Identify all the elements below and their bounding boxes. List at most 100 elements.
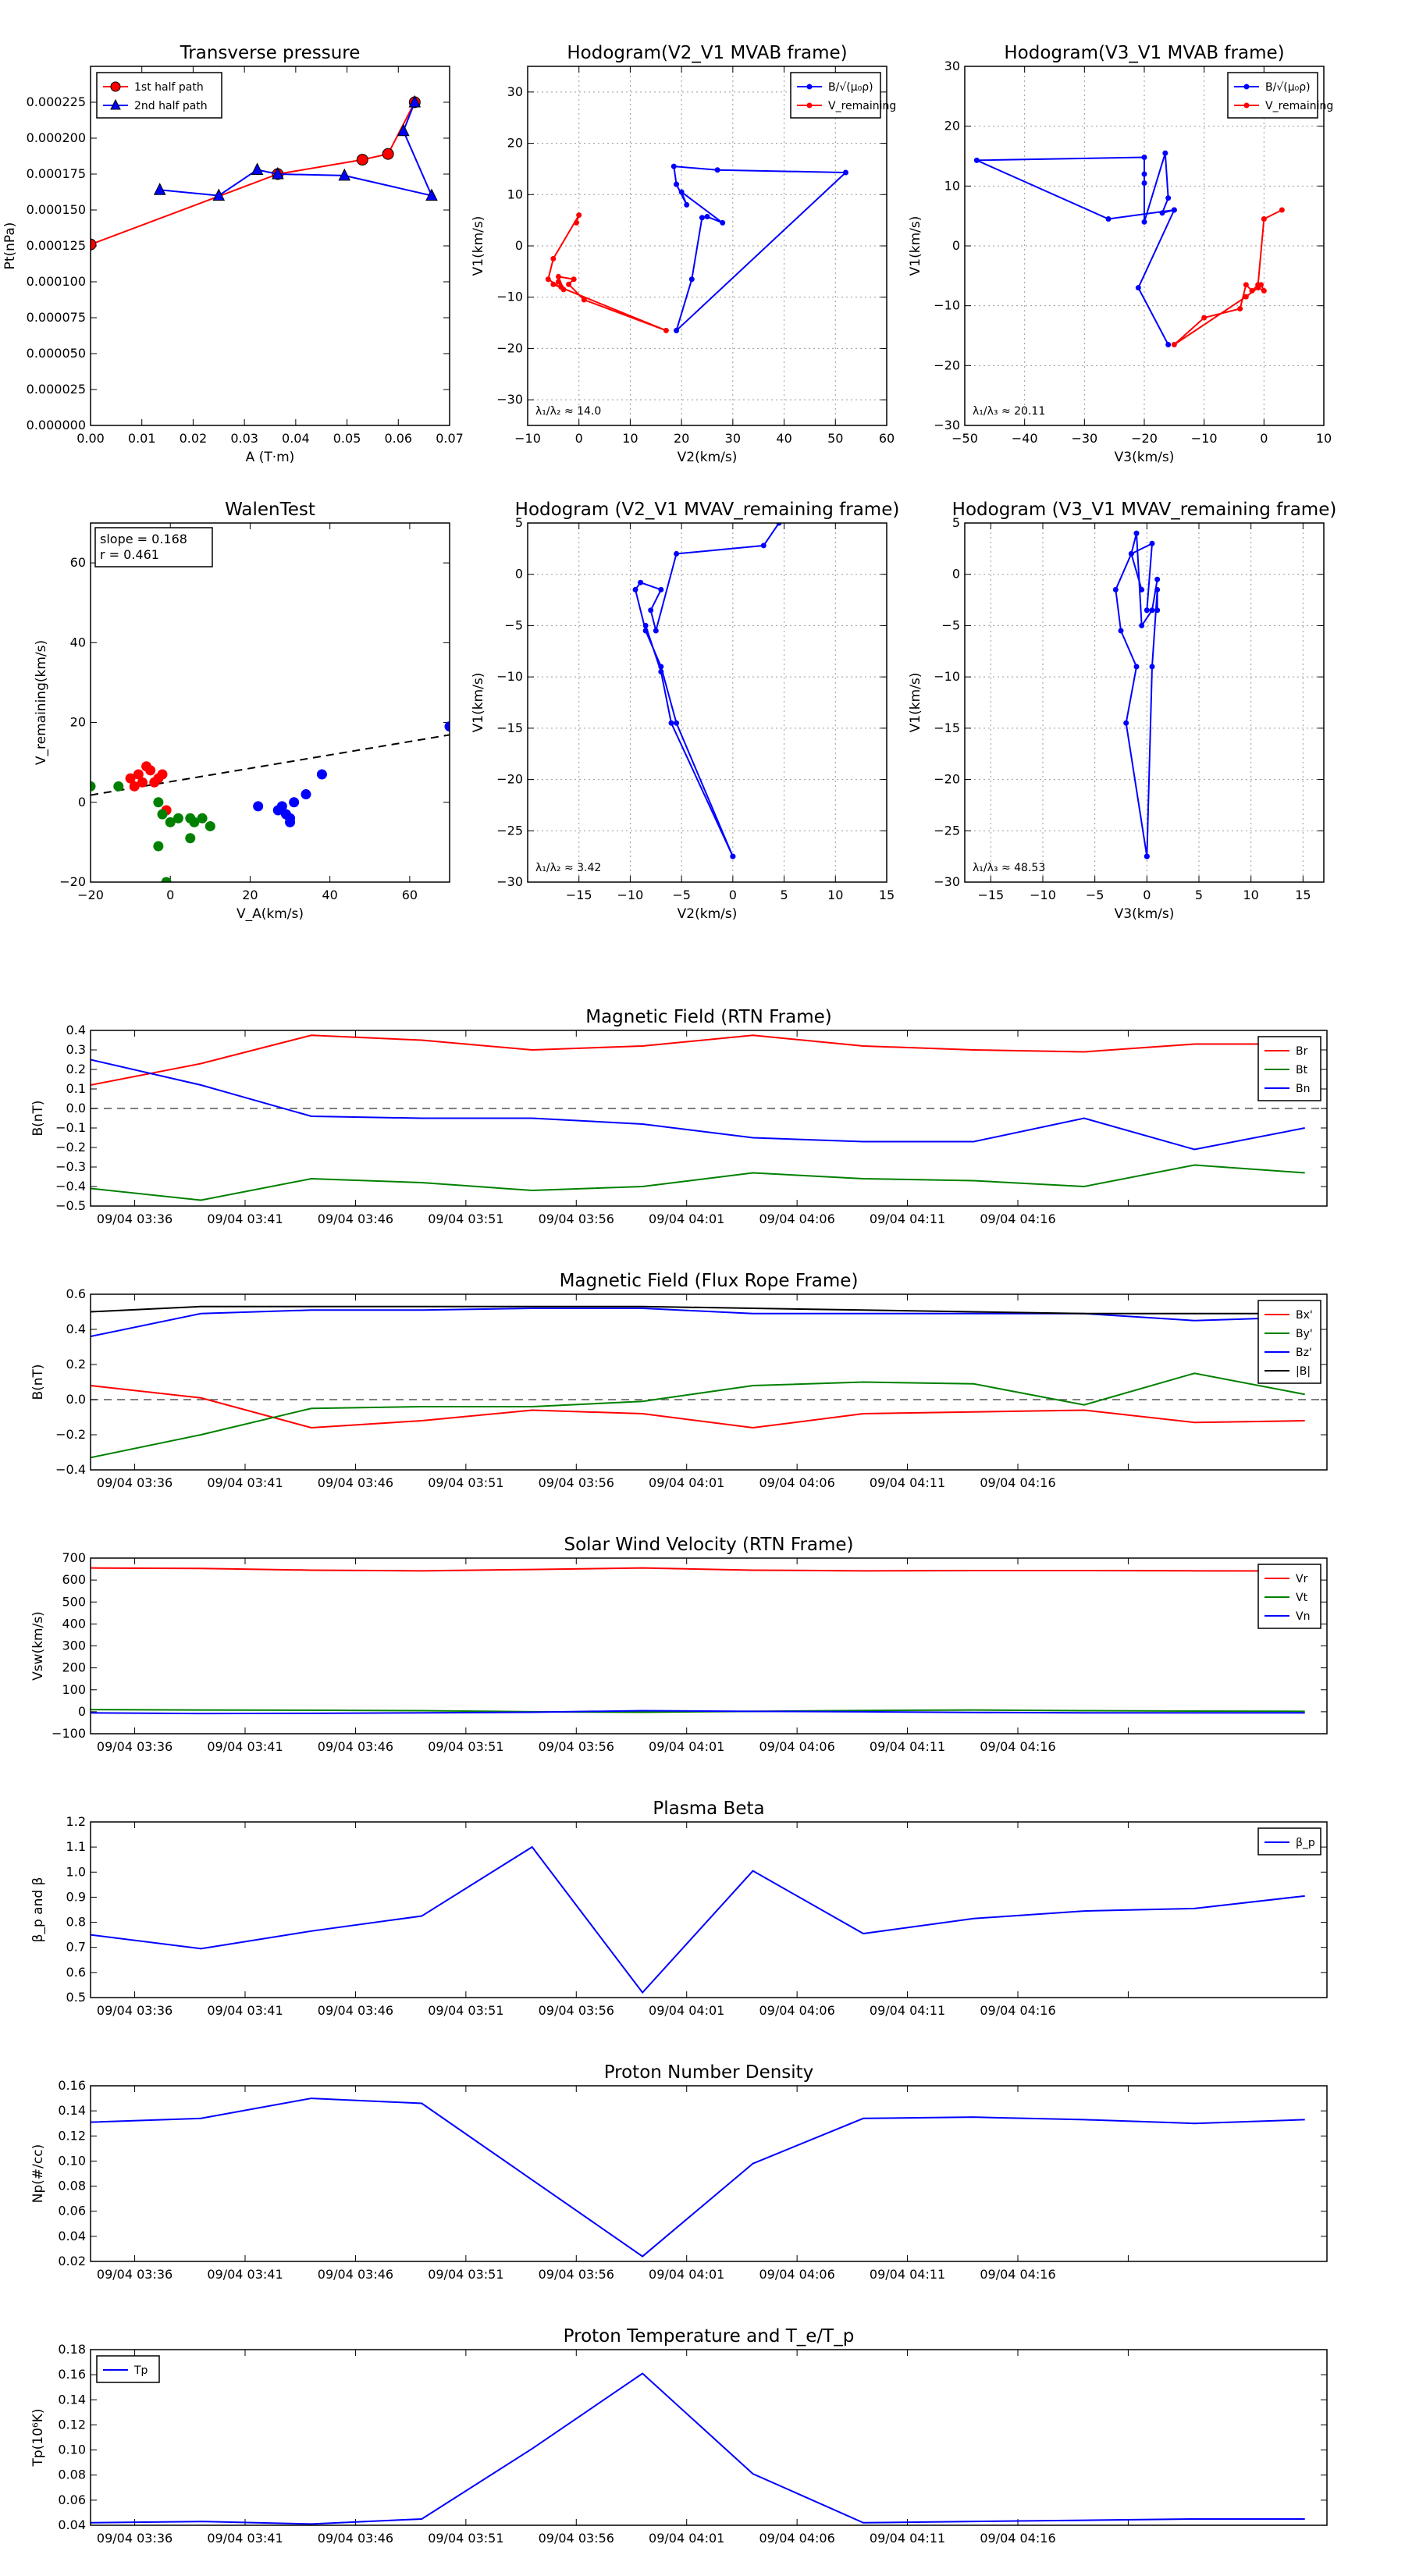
- x-tick-label: 09/04 03:36: [97, 1739, 173, 1754]
- data-point: [91, 238, 97, 251]
- legend-marker: [806, 84, 813, 90]
- data-point: [1249, 288, 1255, 294]
- data-point: [251, 162, 264, 175]
- data-point: [642, 622, 649, 628]
- data-point: [663, 327, 669, 333]
- data-point: [1144, 853, 1150, 859]
- y-tick-label: 0.2: [66, 1357, 86, 1372]
- y-tick-label: 60: [70, 555, 86, 570]
- x-tick-label: −5: [1086, 888, 1104, 902]
- data-point: [1135, 285, 1141, 291]
- legend: β_p: [1257, 1827, 1321, 1856]
- x-tick-label: 10: [1316, 431, 1332, 446]
- y-tick-label: 30: [507, 84, 523, 99]
- x-tick-label: 09/04 04:11: [870, 1739, 945, 1754]
- y-tick-label: 0.000025: [27, 382, 86, 397]
- x-tick-label: 0.00: [76, 431, 105, 446]
- x-tick-label: 09/04 04:11: [870, 1212, 945, 1226]
- legend-label: V_remaining: [828, 100, 896, 112]
- x-tick-label: 09/04 04:16: [980, 1475, 1055, 1490]
- legend-marker: [110, 98, 121, 110]
- data-point: [581, 297, 587, 303]
- y-tick-label: −15: [496, 720, 523, 735]
- data-point: [1154, 607, 1161, 614]
- legend-box: [96, 72, 222, 119]
- y-tick-label: 0.10: [58, 2153, 86, 2168]
- legend-marker: [806, 102, 813, 109]
- y-tick-label: 10: [507, 187, 523, 201]
- scatter-point: [205, 820, 215, 831]
- data-point: [1237, 306, 1243, 311]
- data-point: [382, 148, 394, 160]
- eigen-ratio-label: λ₁/λ₃ ≈ 20.11: [973, 405, 1045, 418]
- scatter-point: [276, 801, 287, 812]
- data-point: [1258, 282, 1264, 288]
- data-point: [1144, 607, 1150, 614]
- plot-area: [545, 163, 848, 333]
- y-tick-label: 700: [62, 1550, 86, 1565]
- axes-frame: [90, 1030, 1328, 1207]
- series-line: [91, 1710, 1305, 1715]
- chart-title: WalenTest: [225, 500, 315, 520]
- x-tick-label: 09/04 03:51: [428, 1212, 503, 1226]
- x-tick-label: −10: [617, 888, 644, 902]
- axes-frame: [90, 1293, 1328, 1471]
- plot-area: [91, 721, 450, 882]
- x-tick-label: 5: [1195, 888, 1203, 902]
- y-tick-label: −25: [496, 823, 523, 838]
- y-tick-label: 0.06: [58, 2204, 86, 2218]
- x-tick-label: 09/04 04:11: [870, 2003, 945, 2018]
- panel-mag_fluxrope: 09/04 03:36 09/04 03:41 09/04 03:46 09/04 0…: [30, 1271, 1328, 1490]
- plot-area: [632, 523, 782, 859]
- stats-label: r = 0.461: [100, 547, 159, 562]
- panel-proton_density: 09/04 03:36 09/04 03:41 09/04 03:46 09/04 0…: [30, 2062, 1328, 2282]
- legend-label: Vn: [1296, 1610, 1310, 1623]
- x-axis-label: V3(km/s): [1115, 450, 1175, 465]
- x-tick-label: 60: [402, 888, 418, 902]
- data-point: [1149, 664, 1155, 670]
- x-tick-label: 0: [1143, 888, 1151, 902]
- scatter-point: [157, 809, 168, 820]
- legend: Tp: [96, 2355, 160, 2383]
- x-tick-label: −20: [1131, 431, 1158, 446]
- data-point: [638, 579, 644, 585]
- x-tick-label: 09/04 03:41: [207, 2531, 283, 2546]
- plot-area: [91, 1305, 1305, 1459]
- x-tick-label: 09/04 04:16: [980, 2003, 1055, 2018]
- data-point: [973, 157, 980, 163]
- scatter-point: [301, 789, 311, 800]
- eigen-ratio-label: λ₁/λ₃ ≈ 48.53: [973, 862, 1045, 874]
- panel-hodo_v2v1_mvab: −10 0 10 20 30 40 50 60 −30 −20 −10 0 10 20 30 Hodogram…: [471, 43, 896, 465]
- y-tick-label: 20: [944, 119, 960, 133]
- data-point: [714, 167, 720, 173]
- data-point: [1149, 540, 1155, 546]
- y-tick-label: −20: [496, 772, 523, 787]
- legend-label: Bz': [1296, 1347, 1312, 1359]
- chart-title: Plasma Beta: [653, 1799, 764, 1819]
- y-tick-label: 0.12: [58, 2128, 86, 2143]
- data-point: [1118, 628, 1124, 634]
- x-tick-label: 09/04 03:51: [428, 1739, 503, 1754]
- y-tick-label: −0.5: [55, 1198, 86, 1213]
- legend-label: Br: [1296, 1045, 1308, 1058]
- y-tick-label: −25: [934, 823, 960, 838]
- y-axis-label: Pt(nPa): [2, 222, 18, 270]
- x-tick-label: 0.07: [436, 431, 464, 446]
- panel-sw_velocity: 09/04 03:36 09/04 03:41 09/04 03:46 09/04 0…: [30, 1535, 1328, 1754]
- y-tick-label: 0.4: [66, 1322, 86, 1336]
- x-tick-label: 09/04 03:36: [97, 2267, 173, 2282]
- data-point: [648, 607, 654, 614]
- x-tick-label: 09/04 03:51: [428, 2531, 503, 2546]
- data-point: [1279, 207, 1285, 213]
- series-line: [645, 625, 734, 857]
- legend-label: 1st half path: [134, 81, 204, 94]
- scatter-point: [444, 721, 450, 732]
- y-tick-label: 0.6: [66, 1965, 86, 1980]
- x-tick-label: 09/04 03:46: [318, 2267, 393, 2282]
- data-point: [1133, 530, 1140, 536]
- x-tick-label: 10: [622, 431, 638, 446]
- x-tick-label: 09/04 04:06: [759, 1739, 834, 1754]
- y-tick-label: −0.4: [55, 1179, 86, 1194]
- scatter-point: [161, 877, 172, 882]
- scatter-point: [285, 817, 296, 827]
